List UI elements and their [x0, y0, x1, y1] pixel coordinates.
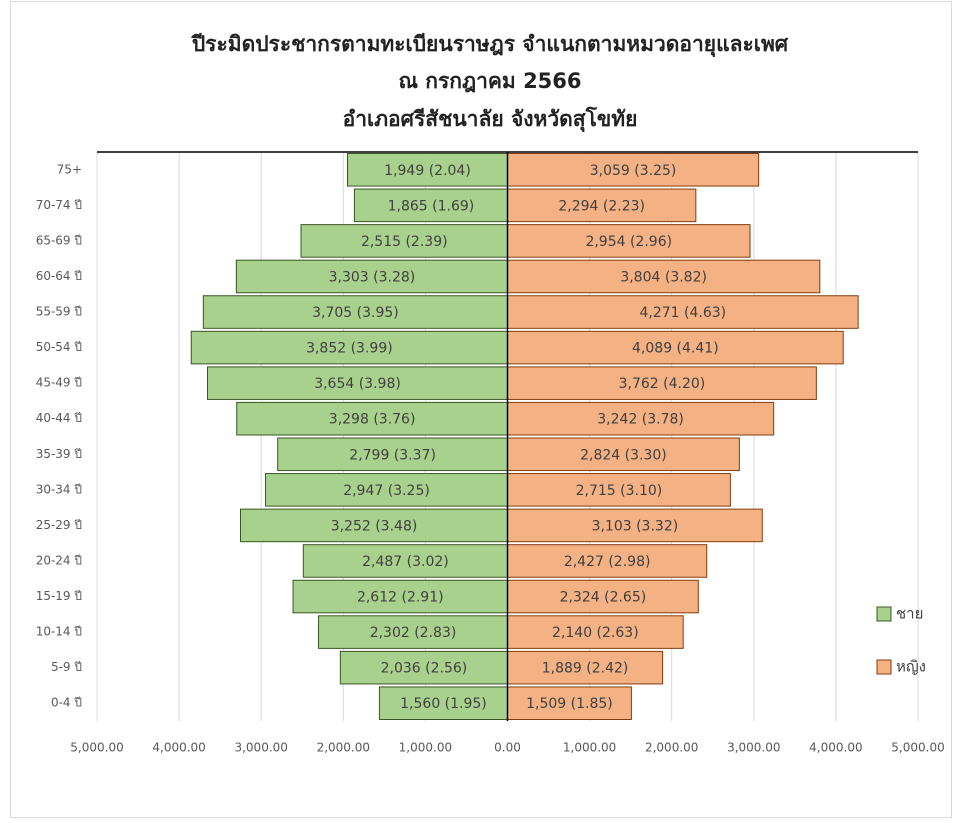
- data-label: 1,949 (2.04): [384, 163, 471, 179]
- y-tick-label: 40-44 ปี: [36, 411, 82, 425]
- y-tick-label: 60-64 ปี: [36, 269, 82, 283]
- y-tick-label: 25-29 ปี: [36, 518, 82, 532]
- y-tick-label: 75+: [57, 162, 82, 176]
- x-tick-label: 4,000.00: [152, 741, 205, 755]
- bar: [353, 188, 509, 223]
- data-label: 2,294 (2.23): [558, 198, 645, 214]
- bar: [507, 188, 697, 223]
- x-tick-label: 2,000.00: [645, 741, 698, 755]
- data-label: 2,427 (2.98): [564, 554, 651, 570]
- bar: [240, 508, 508, 543]
- bar: [292, 579, 509, 614]
- bar: [507, 330, 844, 365]
- y-tick-label: 50-54 ปี: [36, 340, 82, 354]
- chart-title: ปีระมิดประชากรตามทะเบียนราษฎร จำแนกตามหม…: [190, 32, 789, 58]
- data-label: 3,059 (3.25): [590, 163, 677, 179]
- bar: [236, 401, 509, 436]
- y-tick-label: 30-34 ปี: [36, 482, 82, 496]
- bar: [378, 686, 509, 720]
- data-label: 2,324 (2.65): [560, 590, 647, 606]
- bar: [507, 259, 821, 294]
- data-label: 2,140 (2.63): [552, 625, 639, 641]
- data-label: 3,303 (3.28): [329, 269, 416, 285]
- bar: [265, 473, 508, 507]
- x-tick-label: 0.00: [494, 741, 521, 755]
- x-tick-label: 1,000.00: [563, 741, 616, 755]
- data-label: 2,302 (2.83): [370, 625, 457, 641]
- y-tick-label: 15-19 ปี: [36, 589, 82, 603]
- data-label: 2,487 (3.02): [362, 554, 449, 570]
- data-label: 3,298 (3.76): [329, 412, 416, 428]
- bar: [318, 615, 508, 649]
- legend-swatch: [876, 606, 892, 622]
- legend-label: หญิง: [896, 658, 926, 676]
- bar: [190, 330, 508, 365]
- data-label: 2,947 (3.25): [343, 483, 430, 499]
- data-label: 3,804 (3.82): [620, 269, 707, 285]
- bar: [507, 224, 751, 258]
- y-tick-label: 65-69 ปี: [36, 233, 82, 247]
- y-tick-label: 55-59 ปี: [36, 305, 82, 319]
- data-label: 2,612 (2.91): [357, 590, 444, 606]
- legend-swatch: [876, 659, 892, 675]
- data-label: 2,515 (2.39): [361, 234, 448, 250]
- bar: [507, 508, 763, 543]
- x-tick-label: 5,000.00: [70, 741, 123, 755]
- bar: [235, 259, 508, 294]
- data-label: 3,252 (3.48): [331, 518, 418, 534]
- legend-label: ชาย: [896, 605, 923, 623]
- y-tick-label: 5-9 ปี: [51, 660, 82, 674]
- x-tick-label: 4,000.00: [809, 741, 862, 755]
- bar: [507, 686, 632, 720]
- data-label: 3,103 (3.32): [592, 518, 679, 534]
- bar: [507, 473, 731, 507]
- data-label: 3,242 (3.78): [597, 412, 684, 428]
- data-label: 4,089 (4.41): [632, 341, 719, 357]
- y-tick-label: 20-24 ปี: [36, 553, 82, 567]
- bar: [507, 366, 817, 400]
- bar: [277, 437, 508, 472]
- x-tick-label: 1,000.00: [399, 741, 452, 755]
- data-label: 3,852 (3.99): [306, 341, 393, 357]
- data-label: 1,560 (1.95): [400, 696, 487, 712]
- data-label: 2,799 (3.37): [349, 447, 436, 463]
- data-label: 4,271 (4.63): [640, 305, 727, 321]
- bar: [507, 615, 684, 649]
- data-label: 3,762 (4.20): [619, 376, 706, 392]
- y-tick-label: 0-4 ปี: [51, 696, 82, 710]
- chart-subtitle: ณ กรกฎาคม 2566: [398, 69, 581, 93]
- x-tick-label: 3,000.00: [234, 741, 287, 755]
- data-label: 2,824 (3.30): [580, 447, 667, 463]
- bar: [300, 224, 508, 258]
- data-label: 1,509 (1.85): [526, 696, 613, 712]
- x-tick-label: 2,000.00: [317, 741, 370, 755]
- data-label: 1,865 (1.69): [388, 198, 475, 214]
- bar: [339, 650, 508, 685]
- data-label: 1,889 (2.42): [542, 661, 629, 677]
- y-tick-label: 10-14 ปี: [36, 625, 82, 639]
- data-label: 3,654 (3.98): [314, 376, 401, 392]
- bar: [346, 153, 508, 187]
- chart-subtitle: อำเภอศรีสัชนาลัย จังหวัดสุโขทัย: [343, 106, 638, 133]
- data-label: 2,954 (2.96): [585, 234, 672, 250]
- data-label: 2,715 (3.10): [576, 483, 663, 499]
- y-tick-label: 70-74 ปี: [36, 198, 82, 212]
- data-label: 3,705 (3.95): [312, 305, 399, 321]
- bar: [507, 295, 859, 329]
- y-tick-label: 45-49 ปี: [36, 376, 82, 390]
- x-tick-label: 5,000.00: [891, 741, 944, 755]
- bar: [302, 544, 508, 578]
- data-label: 2,036 (2.56): [381, 661, 468, 677]
- bar: [202, 295, 509, 329]
- bar: [507, 544, 708, 578]
- x-tick-label: 3,000.00: [727, 741, 780, 755]
- y-tick-label: 35-39 ปี: [36, 447, 82, 461]
